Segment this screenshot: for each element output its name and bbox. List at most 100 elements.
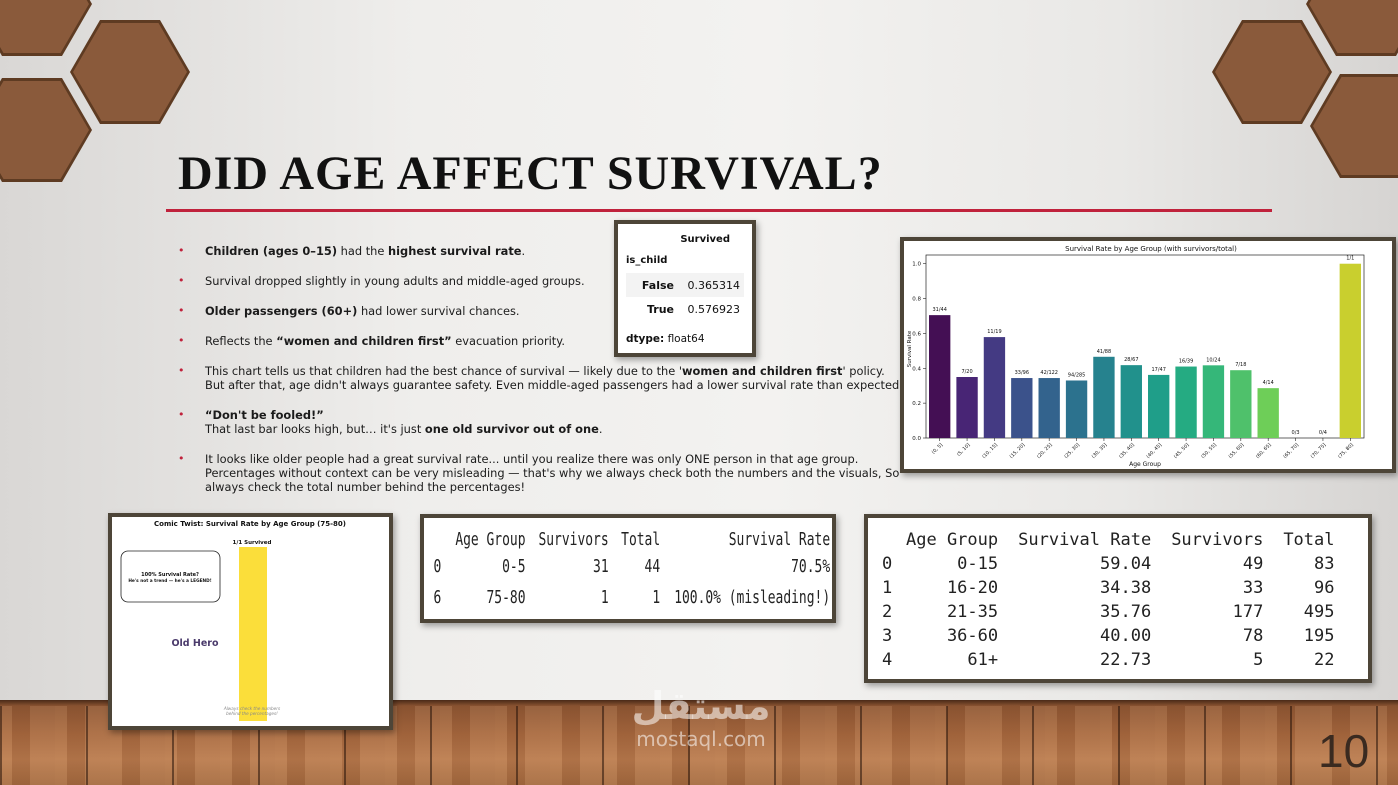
comic-bar-chart: Comic Twist: Survival Rate by Age Group … [120, 520, 346, 721]
chart-bar [1065, 380, 1088, 438]
chart-bar [929, 315, 951, 438]
bullet-text: . [598, 422, 603, 436]
bullet-text: . [521, 244, 526, 258]
hexagon-decoration [70, 20, 190, 124]
bar-data-label: 0/4 [1319, 430, 1327, 436]
column-header: Survival Rate [728, 530, 831, 550]
cell-rate: 40.00 [1100, 626, 1152, 646]
bar-data-label: 31/44 [932, 307, 946, 313]
x-tick-label: (5, 10] [956, 442, 972, 458]
bullet-text: evacuation priority. [451, 334, 565, 348]
chart-bar [1093, 356, 1115, 438]
y-tick-label: 0.6 [912, 331, 921, 337]
cell-age: 16-20 [946, 578, 999, 598]
bullet-text: It looks like older people had a great s… [205, 452, 900, 494]
bullet-item: Survival dropped slightly in young adult… [178, 274, 903, 288]
chart-title: Survival Rate by Age Group (with survivo… [1065, 245, 1237, 253]
x-tick-label: (20, 25] [1036, 442, 1054, 460]
y-tick-label: 0.2 [912, 401, 921, 407]
cell-age: 36-60 [946, 626, 999, 646]
table-row: 2 21-35 35.76 177 495 [882, 600, 1335, 624]
cell-rate: 59.04 [1100, 554, 1152, 574]
table-row: 4 61+ 22.73 5 22 [882, 648, 1335, 672]
bullet-text: ' policy. But after that, age didn't alw… [205, 364, 903, 392]
cell-age: 21-35 [946, 602, 999, 622]
speech-bubble [120, 550, 221, 603]
bar-data-label: 7/20 [961, 369, 972, 375]
bullet-bold: women and children first [682, 364, 843, 378]
cell-total: 495 [1303, 602, 1335, 622]
bullet-text: That last bar looks high, but… it's just [205, 422, 425, 436]
row-index: 6 [433, 588, 442, 608]
y-tick-label: 0.8 [912, 297, 921, 303]
y-tick-label: 0.0 [912, 436, 921, 442]
mostaql-watermark: مستقل mostaql.com [608, 684, 794, 770]
row-index: 1 [882, 578, 893, 598]
extreme-age-table-panel: Age Group Survivors Total Survival Rate … [420, 514, 836, 623]
cell-survivors: 1 [600, 588, 609, 608]
hexagon-decoration [0, 78, 92, 182]
cell-age: 0-15 [957, 554, 999, 574]
bullet-text: had lower survival chances. [357, 304, 520, 318]
bullet-text: had the [337, 244, 389, 258]
x-tick-label: (0, 5] [931, 442, 944, 455]
row-value: 0.576923 [687, 302, 741, 316]
chart-bar [1038, 378, 1060, 438]
x-tick-label: (70, 75] [1310, 442, 1328, 460]
bar-data-label: 41/88 [1097, 349, 1111, 355]
x-tick-label: (30, 35] [1091, 442, 1109, 460]
row-value: 0.365314 [687, 278, 741, 292]
y-tick-label: 1.0 [912, 262, 921, 268]
table-row: 3 36-60 40.00 78 195 [882, 624, 1335, 648]
table-header-row: Age Group Survivors Total Survival Rate [433, 530, 830, 550]
cell-survivors: 177 [1232, 602, 1264, 622]
dtype-line: dtype: float64 [626, 333, 744, 345]
bar-data-label: 42/122 [1040, 370, 1058, 376]
cell-age: 0-5 [502, 557, 526, 577]
hero-label: Old Hero [171, 638, 219, 649]
row-index: 0 [433, 557, 442, 577]
table-row: 0 0-15 59.04 49 83 [882, 552, 1335, 576]
bullet-item: This chart tells us that children had th… [178, 364, 903, 392]
chart-bar [1175, 366, 1197, 438]
cell-age: 61+ [967, 650, 999, 670]
cell-survivors: 33 [1242, 578, 1264, 598]
extreme-age-table: Age Group Survivors Total Survival Rate … [432, 528, 832, 614]
column-header: Survived [680, 234, 730, 245]
column-header: Age Group [906, 530, 999, 550]
bullet-bold: Children (ages 0–15) [205, 244, 338, 258]
table-row: 0 0-5 31 44 70.5% [433, 552, 830, 582]
watermark-logo: مستقل [631, 684, 771, 728]
bullet-bold: highest survival rate [388, 244, 522, 258]
row-label: True [646, 302, 674, 316]
bullet-bold: “Don't be fooled!” [205, 408, 324, 422]
bullet-text: Survival dropped slightly in young adult… [205, 274, 585, 288]
x-tick-label: (10, 15] [981, 442, 999, 460]
cell-rate: 35.76 [1100, 602, 1152, 622]
row-index: 0 [882, 554, 893, 574]
cell-total: 83 [1314, 554, 1335, 574]
cell-rate: 70.5% [791, 557, 831, 577]
chart-bar [1202, 365, 1225, 438]
chart-bar [1148, 374, 1170, 438]
column-header: Survivors [1171, 530, 1264, 550]
bullet-bold: Older passengers (60+) [205, 304, 358, 318]
x-tick-label: (65, 70] [1282, 442, 1300, 460]
age-group-table: Age Group Survival Rate Survivors Total … [882, 528, 1335, 672]
table-row: 6 75-80 1 1 100.0% (misleading!) [433, 584, 830, 612]
bubble-line-1: 100% Survival Rate? [141, 572, 199, 578]
floor-edge [0, 700, 1398, 706]
chart-bar [956, 377, 978, 438]
bullet-list: Children (ages 0–15) had the highest sur… [178, 244, 903, 494]
table-row: 1 16-20 34.38 33 96 [882, 576, 1335, 600]
comic-bar [239, 547, 267, 721]
watermark-url: mostaql.com [636, 727, 766, 751]
bar-data-label: 17/47 [1151, 367, 1165, 373]
survival-rate-bar-chart: Survival Rate by Age Group (with survivo… [907, 245, 1365, 468]
bar-data-label: 16/39 [1179, 359, 1193, 365]
cell-rate: 22.73 [1100, 650, 1152, 670]
bar-data-label: 1/1 [1346, 256, 1354, 262]
column-header: Total [1283, 530, 1335, 550]
x-tick-label: (75, 80] [1337, 442, 1355, 460]
chart-bar [1230, 370, 1252, 438]
